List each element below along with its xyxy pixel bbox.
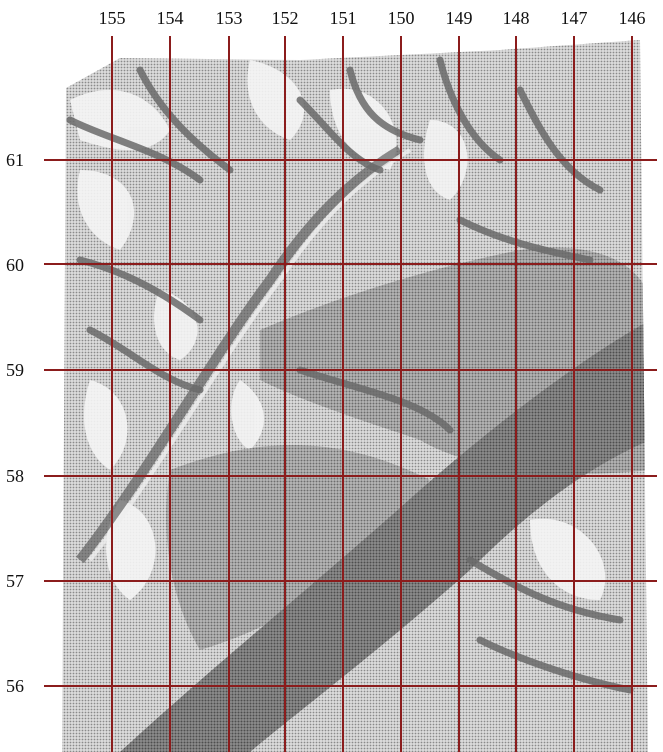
- grid-label-60: 60: [6, 255, 24, 275]
- grid-label-57: 57: [6, 571, 24, 591]
- grid-label-153: 153: [216, 8, 243, 28]
- grid-label-151: 151: [330, 8, 357, 28]
- grid-label-154: 154: [157, 8, 184, 28]
- grid-label-61: 61: [6, 150, 24, 170]
- grid-label-59: 59: [6, 360, 24, 380]
- grid-label-155: 155: [99, 8, 126, 28]
- grid-lines-horizontal: [44, 159, 657, 687]
- grid-label-147: 147: [561, 8, 588, 28]
- grid-label-56: 56: [6, 676, 24, 696]
- grid-label-58: 58: [6, 466, 24, 486]
- grid-label-149: 149: [446, 8, 473, 28]
- grid-label-146: 146: [619, 8, 646, 28]
- grid-label-148: 148: [503, 8, 530, 28]
- grid-label-150: 150: [388, 8, 415, 28]
- grid-lines-vertical: [111, 36, 633, 752]
- y-axis-labels: 61 60 59 58 57 56: [6, 150, 24, 696]
- grid-label-152: 152: [272, 8, 299, 28]
- x-axis-labels: 155 154 153 152 151 150 149 148 147 146: [99, 8, 646, 28]
